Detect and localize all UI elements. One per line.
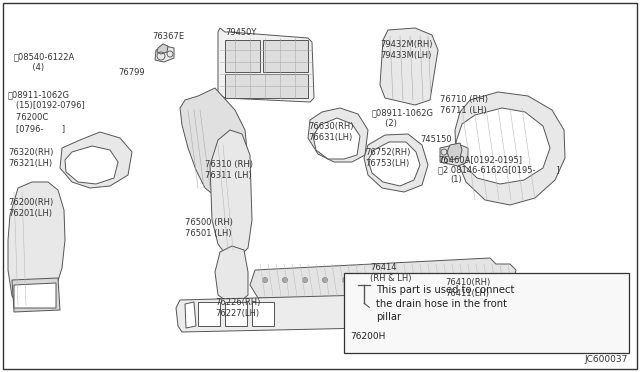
Circle shape (403, 278, 408, 282)
Polygon shape (250, 258, 516, 298)
Circle shape (463, 278, 467, 282)
Polygon shape (313, 118, 360, 159)
Text: 76460A[0192-0195]: 76460A[0192-0195] (438, 155, 522, 164)
Text: 76410(RH)
76411(LH): 76410(RH) 76411(LH) (445, 278, 490, 298)
Polygon shape (440, 144, 468, 166)
Circle shape (422, 278, 428, 282)
Text: ⑂2 08146-6162G[0195-        ]: ⑂2 08146-6162G[0195- ] (438, 165, 560, 174)
Polygon shape (155, 46, 174, 62)
Circle shape (282, 278, 287, 282)
Polygon shape (218, 28, 314, 102)
Polygon shape (225, 74, 308, 98)
Text: 79432M(RH)
79433M(LH): 79432M(RH) 79433M(LH) (380, 40, 433, 60)
Polygon shape (225, 302, 247, 326)
Circle shape (303, 278, 307, 282)
Polygon shape (60, 132, 132, 188)
Text: 76710 (RH)
76711 (LH): 76710 (RH) 76711 (LH) (440, 95, 488, 115)
Text: 76752(RH)
76753(LH): 76752(RH) 76753(LH) (365, 148, 410, 169)
Text: (1): (1) (450, 175, 461, 184)
Polygon shape (252, 302, 274, 326)
Circle shape (262, 278, 268, 282)
Polygon shape (157, 44, 168, 54)
Polygon shape (65, 146, 118, 184)
Bar (344, 273, 629, 353)
Polygon shape (455, 92, 565, 205)
Text: 76320(RH)
76321(LH): 76320(RH) 76321(LH) (8, 148, 53, 169)
Text: ⓝ08911-1062G
   (15)[0192-0796]
   76200C
   [0796-       ]: ⓝ08911-1062G (15)[0192-0796] 76200C [079… (8, 90, 84, 133)
Text: Ⓝ08540-6122A
       (4): Ⓝ08540-6122A (4) (14, 52, 76, 73)
Polygon shape (263, 40, 308, 72)
Polygon shape (14, 283, 56, 308)
Text: 76200(RH)
76201(LH): 76200(RH) 76201(LH) (8, 198, 53, 218)
Polygon shape (447, 143, 462, 160)
Circle shape (383, 278, 387, 282)
Polygon shape (368, 142, 420, 186)
Polygon shape (456, 108, 550, 184)
Text: This part is used to connect
the drain hose in the front
pillar: This part is used to connect the drain h… (376, 285, 515, 322)
Text: 745150: 745150 (420, 135, 452, 144)
Polygon shape (380, 28, 438, 105)
Text: 76414
(RH & LH): 76414 (RH & LH) (370, 263, 412, 283)
Text: 76799: 76799 (118, 68, 145, 77)
Polygon shape (176, 295, 370, 332)
Text: ⓝ08911-1062G
     (2): ⓝ08911-1062G (2) (372, 108, 434, 128)
Polygon shape (12, 278, 60, 312)
Polygon shape (308, 108, 368, 162)
Polygon shape (225, 40, 260, 72)
Polygon shape (180, 88, 248, 196)
Text: 76226(RH)
76227(LH): 76226(RH) 76227(LH) (215, 298, 260, 318)
Circle shape (342, 278, 348, 282)
Circle shape (483, 278, 488, 282)
Circle shape (323, 278, 328, 282)
Polygon shape (8, 182, 65, 310)
Text: 76500 (RH)
76501 (LH): 76500 (RH) 76501 (LH) (185, 218, 233, 238)
Polygon shape (210, 130, 252, 258)
Polygon shape (215, 246, 248, 302)
Text: JC600037: JC600037 (584, 355, 628, 364)
Text: 76200H: 76200H (350, 333, 386, 341)
Polygon shape (185, 302, 196, 328)
Polygon shape (364, 134, 428, 192)
Text: 76367E: 76367E (152, 32, 184, 41)
Polygon shape (198, 302, 220, 326)
Text: 76630(RH)
76631(LH): 76630(RH) 76631(LH) (308, 122, 353, 142)
Circle shape (442, 278, 447, 282)
Text: 76310 (RH)
76311 (LH): 76310 (RH) 76311 (LH) (205, 160, 253, 180)
Text: 79450Y: 79450Y (225, 28, 257, 37)
Circle shape (362, 278, 367, 282)
